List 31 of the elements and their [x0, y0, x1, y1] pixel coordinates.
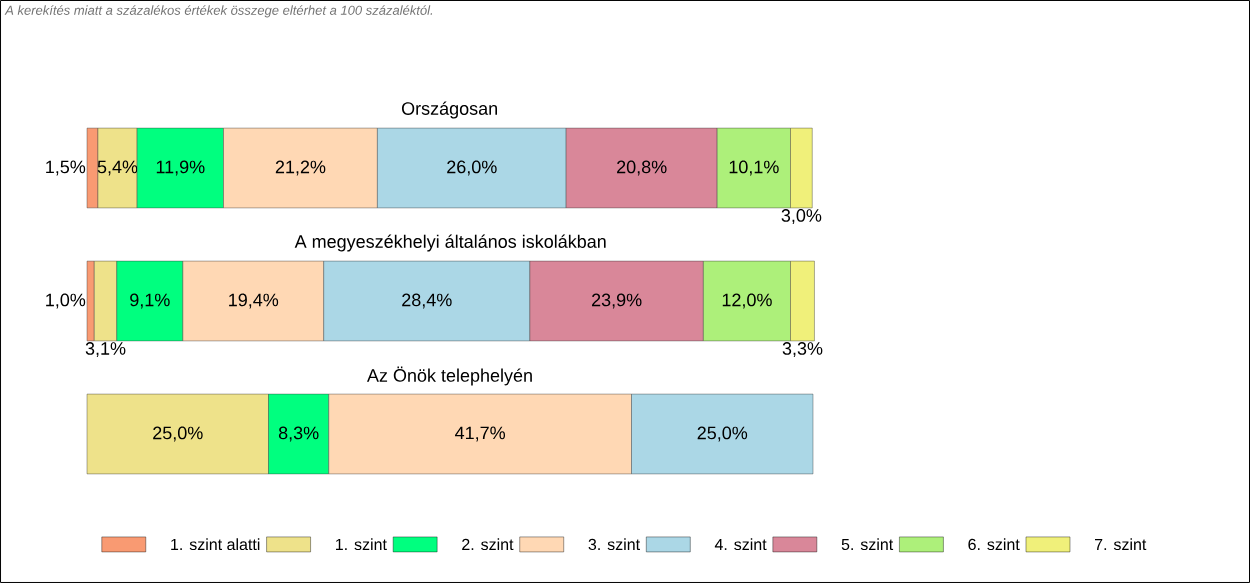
data-label: 9,1% — [130, 293, 170, 309]
data-label: 1,0% — [46, 293, 86, 309]
data-label: 3,1% — [85, 342, 126, 357]
y-tick-label: Az Önök telephelyén — [366, 366, 532, 386]
data-label: 41,7% — [455, 426, 506, 442]
data-label: 20,8% — [617, 160, 667, 176]
data-label: 26,0% — [447, 160, 497, 176]
data-label: 8,3% — [278, 426, 319, 442]
data-label: 21,2% — [275, 160, 326, 176]
data-label: 23,9% — [592, 293, 642, 309]
legend-label: 1. szint — [336, 538, 387, 551]
data-label: 28,4% — [402, 293, 452, 309]
legend-label: 6. szint — [968, 538, 1020, 551]
legend-label: 5. szint — [841, 538, 894, 551]
data-label: 19,4% — [229, 293, 279, 309]
data-label: 10,1% — [729, 160, 779, 176]
legend-label: 2. szint — [462, 538, 514, 551]
y-tick-label: A megyeszékhelyi általános iskolákban — [294, 234, 606, 252]
data-label: 25,0% — [697, 426, 748, 442]
data-label: 1,5% — [46, 160, 86, 176]
data-label: 12,0% — [722, 293, 772, 309]
legend-label: 3. szint — [588, 538, 640, 551]
legend-label: 7. szint — [1095, 538, 1147, 551]
legend-label: 4. szint — [714, 538, 767, 551]
data-label: 25,0% — [153, 426, 203, 442]
data-label: 3,0% — [781, 209, 822, 224]
text: A kerekítés miatt a százalékos értékek összege eltérhet a 100 százaléktól. — [4, 5, 433, 18]
data-label: 3,3% — [782, 342, 823, 357]
data-label: 11,9% — [156, 160, 205, 176]
y-tick-label: Országosan — [401, 101, 497, 119]
legend-label: 1. szint alatti — [171, 538, 260, 551]
